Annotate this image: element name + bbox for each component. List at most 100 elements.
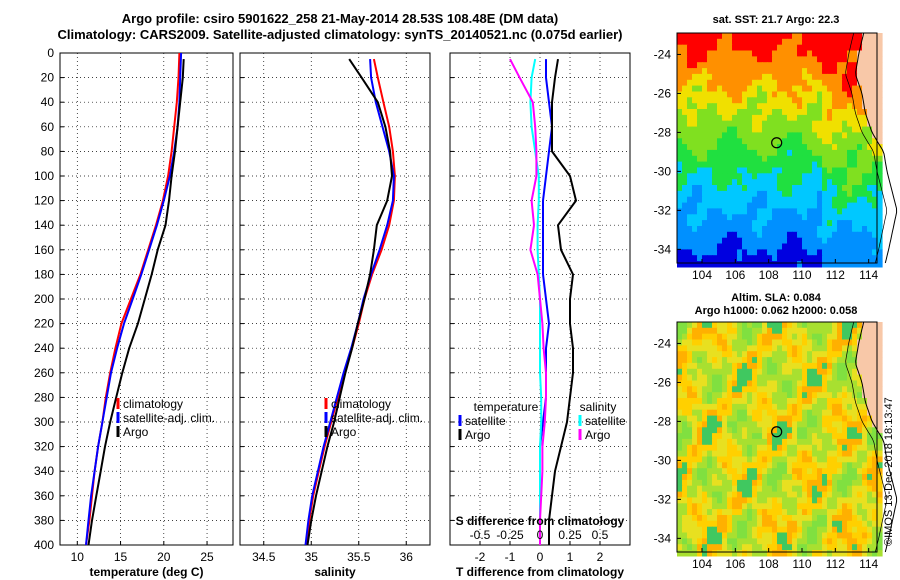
map-cell bbox=[737, 515, 743, 522]
map-cell bbox=[682, 333, 688, 341]
map-cell bbox=[677, 44, 683, 52]
map-cell bbox=[807, 327, 813, 335]
map-cell bbox=[692, 468, 698, 475]
map-cell bbox=[817, 491, 823, 498]
map-cell bbox=[737, 526, 743, 534]
map-cell bbox=[727, 474, 733, 481]
map-cell bbox=[852, 333, 858, 341]
map-cell bbox=[787, 261, 793, 268]
map-cell bbox=[802, 398, 808, 405]
map-cell bbox=[787, 357, 793, 364]
map-cell bbox=[777, 485, 783, 493]
map-cell bbox=[807, 237, 813, 245]
map-cell bbox=[717, 409, 723, 417]
map-cell bbox=[777, 132, 783, 139]
map-cell bbox=[857, 38, 863, 46]
map-cell bbox=[842, 503, 848, 510]
map-cell bbox=[772, 415, 778, 422]
map-cell bbox=[852, 503, 858, 510]
map-cell bbox=[712, 550, 718, 557]
map-cell bbox=[762, 538, 768, 545]
map-cell bbox=[762, 120, 768, 128]
map-cell bbox=[732, 468, 738, 475]
map-cell bbox=[847, 380, 853, 387]
map-cell bbox=[832, 544, 838, 551]
map-cell bbox=[822, 380, 828, 387]
map-cell bbox=[772, 161, 778, 168]
map-cell bbox=[832, 351, 838, 358]
map-cell bbox=[722, 456, 728, 463]
map-cell bbox=[817, 44, 823, 52]
map-cell bbox=[877, 450, 883, 457]
map-cell bbox=[847, 479, 853, 487]
map-cell bbox=[867, 392, 873, 399]
map-cell bbox=[822, 515, 828, 522]
map-cell bbox=[847, 515, 853, 522]
map-cell bbox=[812, 503, 818, 510]
map-cell bbox=[862, 208, 868, 215]
map-cell bbox=[772, 208, 778, 215]
map-cell bbox=[707, 38, 713, 46]
map-cell bbox=[757, 179, 763, 186]
map-cell bbox=[867, 386, 873, 393]
map-cell bbox=[702, 468, 708, 475]
map-cell bbox=[782, 368, 788, 376]
map-cell bbox=[817, 421, 823, 428]
map-cell bbox=[797, 132, 803, 139]
map-cell bbox=[797, 190, 803, 198]
map-cell bbox=[827, 368, 833, 376]
map-cell bbox=[742, 68, 748, 75]
map-cell bbox=[847, 249, 853, 256]
map-cell bbox=[682, 91, 688, 98]
map-cell bbox=[782, 97, 788, 104]
map-cell bbox=[727, 515, 733, 522]
map-cell bbox=[722, 33, 728, 40]
map-cell bbox=[842, 474, 848, 481]
map-cell bbox=[787, 138, 793, 145]
map-cell bbox=[812, 515, 818, 522]
map-cell bbox=[697, 255, 703, 262]
map-cell bbox=[772, 62, 778, 69]
map-cell bbox=[767, 161, 773, 168]
map-cell bbox=[837, 357, 843, 364]
map-cell bbox=[802, 421, 808, 428]
map-cell bbox=[682, 237, 688, 245]
map-cell bbox=[787, 427, 793, 434]
map-cell bbox=[747, 109, 753, 116]
map-cell bbox=[727, 433, 733, 440]
map-cell bbox=[852, 109, 858, 116]
map-cell bbox=[867, 185, 873, 192]
map-cell bbox=[712, 427, 718, 434]
map-cell bbox=[877, 214, 883, 221]
map-cell bbox=[712, 433, 718, 440]
map-cell bbox=[792, 444, 798, 452]
map-cell bbox=[797, 120, 803, 128]
map-cell bbox=[862, 38, 868, 46]
map-cell bbox=[707, 179, 713, 186]
map-cell bbox=[722, 68, 728, 75]
map-cell bbox=[722, 351, 728, 358]
map-cell bbox=[822, 132, 828, 139]
map-cell bbox=[712, 392, 718, 399]
map-cell bbox=[677, 327, 683, 335]
map-cell bbox=[867, 249, 873, 256]
map-cell bbox=[872, 255, 878, 262]
map-cell bbox=[867, 509, 873, 516]
map-cell bbox=[697, 167, 703, 174]
map-cell bbox=[817, 109, 823, 116]
map-cell bbox=[797, 544, 803, 551]
map-cell bbox=[757, 362, 763, 370]
map-cell bbox=[687, 526, 693, 534]
map-cell bbox=[867, 515, 873, 522]
map-cell bbox=[802, 103, 808, 110]
map-cell bbox=[837, 50, 843, 57]
map-cell bbox=[727, 103, 733, 110]
map-cell bbox=[697, 427, 703, 434]
map-cell bbox=[752, 509, 758, 516]
map-cell bbox=[802, 202, 808, 209]
map-cell bbox=[772, 398, 778, 405]
map-cell bbox=[727, 208, 733, 215]
map-cell bbox=[682, 202, 688, 209]
map-cell bbox=[682, 415, 688, 422]
map-cell bbox=[862, 339, 868, 346]
